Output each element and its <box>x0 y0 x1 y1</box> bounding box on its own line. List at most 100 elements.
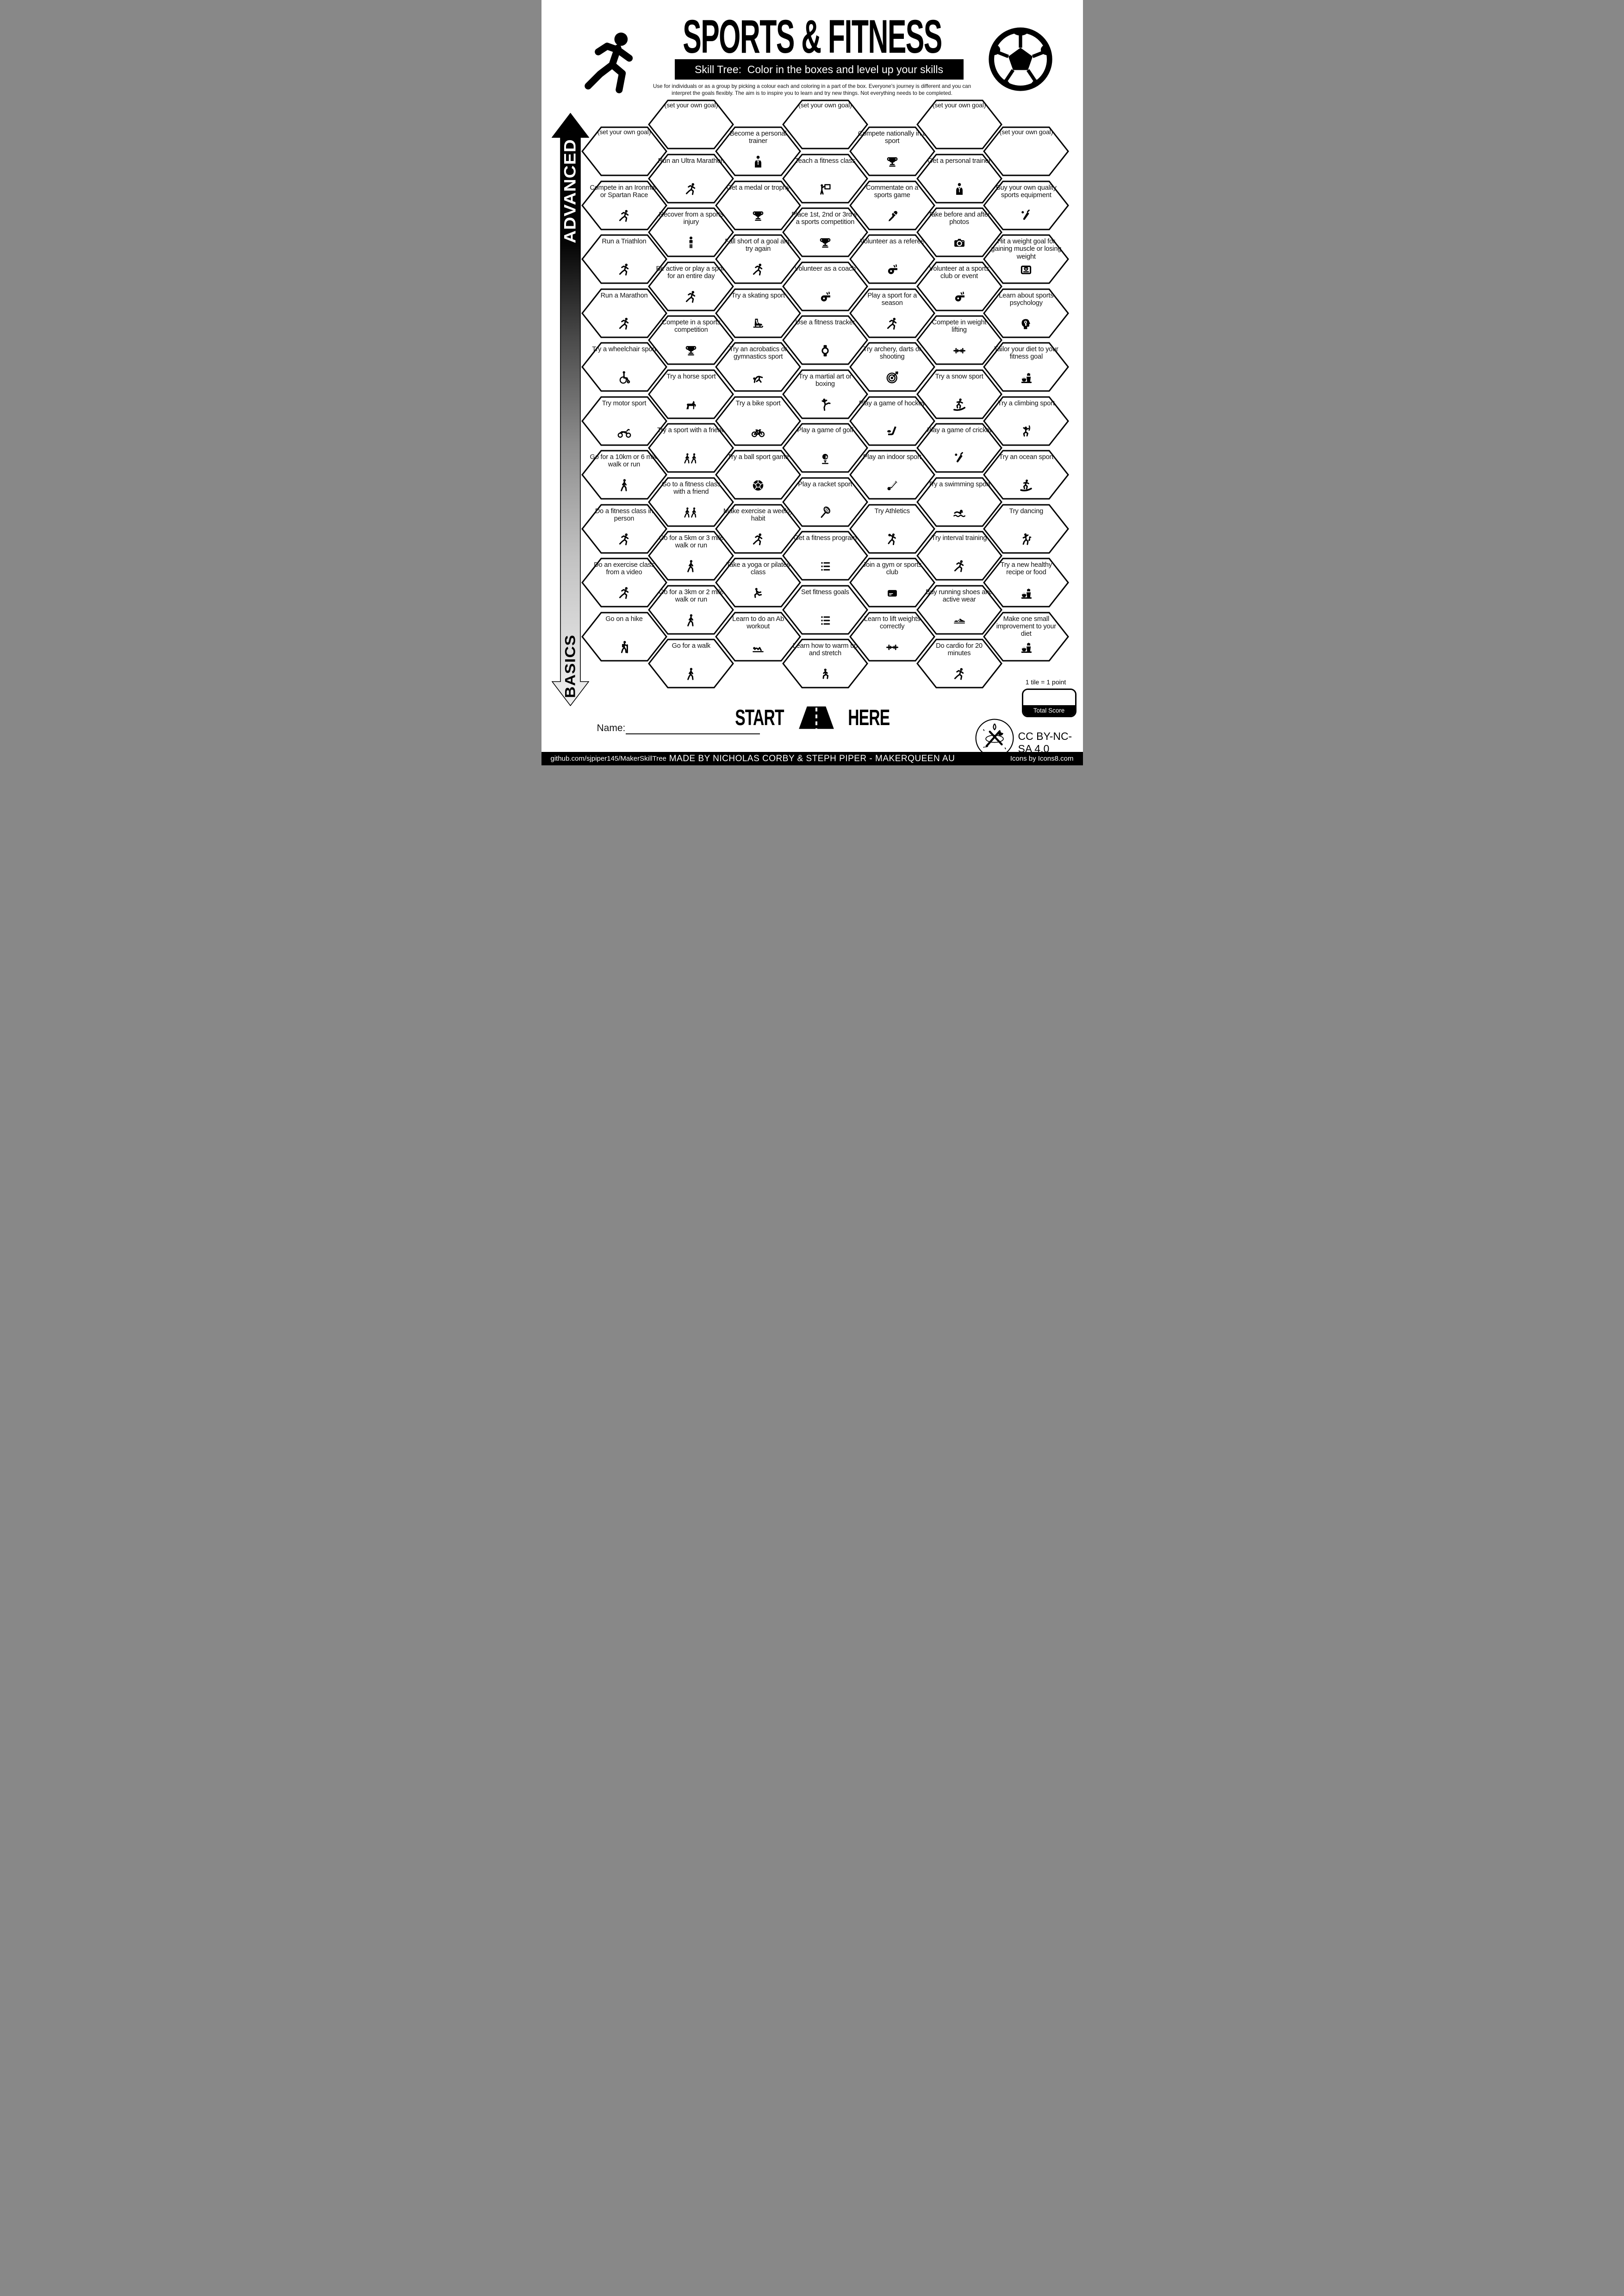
hex-tile[interactable]: Recover from a sports injury <box>648 207 734 257</box>
hexagon-outline <box>782 154 868 203</box>
hex-tile[interactable]: Make exercise a weekly habit <box>715 504 802 554</box>
hex-tile[interactable]: Play an indoor sport <box>849 450 935 500</box>
hex-tile[interactable]: Buy running shoes and active wear <box>916 585 1002 635</box>
hex-tile[interactable]: Try a sport with a friend <box>648 423 734 473</box>
hex-tile[interactable]: Do an exercise class from a video <box>581 558 667 608</box>
hexagon-outline <box>782 261 868 311</box>
hex-tile[interactable]: Try a skating sport <box>715 288 802 338</box>
hex-tile[interactable]: Join a gym or sports club <box>849 558 935 608</box>
hex-tile[interactable]: Try a new healthy recipe or food <box>983 558 1070 608</box>
hexagon-outline <box>715 450 802 500</box>
hex-tile[interactable]: Play a sport for a season <box>849 288 935 338</box>
hex-tile[interactable]: Volunteer at a sports club or event <box>916 261 1002 311</box>
two-walkers-icon <box>684 451 698 466</box>
hex-tile[interactable]: Try a wheelchair sport <box>581 342 667 392</box>
hex-tile-label: Commentate on a sports game <box>866 184 919 199</box>
total-score-input[interactable] <box>1023 690 1075 705</box>
hex-tile[interactable]: Learn to lift weights correctly <box>849 612 935 662</box>
hex-tile[interactable]: (set your own goal) <box>983 126 1070 176</box>
hex-tile[interactable]: Run a Marathon <box>581 288 667 338</box>
hex-tile-label: Try a horse sport <box>666 372 716 380</box>
membership-card-icon <box>885 586 900 601</box>
hex-tile[interactable]: Teach a fitness class <box>782 154 868 204</box>
hexagon-outline <box>983 288 1070 338</box>
hex-tile[interactable]: Compete in a sports competition <box>648 315 734 365</box>
hex-tile[interactable]: Try archery, darts or shooting <box>849 342 935 392</box>
hex-tile[interactable]: Go for a 3km or 2 mile walk or run <box>648 585 734 635</box>
hex-tile[interactable]: Try a martial art or boxing <box>782 369 868 419</box>
hex-tile-label: Volunteer as a coach <box>794 265 856 273</box>
name-label: Name: <box>597 723 626 733</box>
hex-tile[interactable]: Try an ocean sport <box>983 450 1070 500</box>
hex-tile[interactable]: Get a medal or trophy <box>715 180 802 230</box>
hex-tile[interactable]: Try dancing <box>983 504 1070 554</box>
hex-tile[interactable]: Try a climbing sport <box>983 396 1070 446</box>
name-input-line[interactable] <box>625 733 760 734</box>
hex-tile[interactable]: Try a snow sport <box>916 369 1002 419</box>
hex-tile[interactable]: Play a racket sport <box>782 477 868 527</box>
hex-tile[interactable]: Get a fitness program <box>782 531 868 581</box>
hex-tile[interactable]: Run a Triathlon <box>581 234 667 284</box>
footer-github-link[interactable]: github.com/sjpiper145/MakerSkillTree <box>550 755 666 763</box>
hex-tile-label: (set your own goal) <box>664 101 718 109</box>
hex-tile[interactable]: Go to a fitness class with a friend <box>648 477 734 527</box>
hex-tile[interactable]: Commentate on a sports game <box>849 180 935 230</box>
hex-tile[interactable]: Learn how to warm up and stretch <box>782 639 868 689</box>
license-text: CC BY-NC-SA 4.0 <box>1018 730 1072 755</box>
hex-tile[interactable]: Compete nationally in a sport <box>849 126 935 176</box>
hex-tile[interactable]: Become a personal trainer <box>715 126 802 176</box>
hex-tile[interactable]: Take a yoga or pilates class <box>715 558 802 608</box>
hex-tile-label: Learn to do an Ab workout <box>732 615 784 630</box>
hex-tile[interactable]: Go for a 5km or 3 mile walk or run <box>648 531 734 581</box>
hex-tile[interactable]: Use a fitness tracker <box>782 315 868 365</box>
hex-tile[interactable]: Try an acrobatics or gymnastics sport <box>715 342 802 392</box>
hockey-icon <box>885 424 900 439</box>
hex-tile[interactable]: Try motor sport <box>581 396 667 446</box>
hex-tile[interactable]: Play a game of cricket <box>916 423 1002 473</box>
hex-tile[interactable]: Try Athletics <box>849 504 935 554</box>
hex-tile[interactable]: Try a swimming sport <box>916 477 1002 527</box>
hex-tile[interactable]: Try a ball sport game <box>715 450 802 500</box>
hex-tile[interactable]: Do cardio for 20 minutes <box>916 639 1002 689</box>
hex-tile[interactable]: Compete in an Ironman or Spartan Race <box>581 180 667 230</box>
hex-tile[interactable]: Buy your own quality sports equipment <box>983 180 1070 230</box>
hex-tile[interactable]: Learn to do an Ab workout <box>715 612 802 662</box>
hex-tile[interactable]: Go on a hike <box>581 612 667 662</box>
hex-tile[interactable]: Volunteer as a referee <box>849 234 935 284</box>
hex-tile[interactable]: Compete in weight lifting <box>916 315 1002 365</box>
hex-tile[interactable]: Go for a 10km or 6 mile walk or run <box>581 450 667 500</box>
hex-tile-label: Be active or play a sport for an entire … <box>656 265 727 280</box>
hex-tile[interactable]: Set fitness goals <box>782 585 868 635</box>
hex-tile[interactable]: Play a game of golf <box>782 423 868 473</box>
hex-tile[interactable]: (set your own goal) <box>916 99 1002 149</box>
hex-tile[interactable]: Try interval training <box>916 531 1002 581</box>
hex-tile[interactable]: Volunteer as a coach <box>782 261 868 311</box>
hexagon-outline <box>581 234 667 284</box>
hex-tile[interactable]: Try a horse sport <box>648 369 734 419</box>
hex-tile[interactable]: Take before and after photos <box>916 207 1002 257</box>
hexagon-outline <box>916 477 1002 527</box>
hex-tile-label: Try a martial art or boxing <box>798 372 852 388</box>
footer-icons-credit: Icons by Icons8.com <box>1010 755 1074 763</box>
hex-tile-label: Try dancing <box>1009 507 1044 515</box>
hex-tile[interactable]: Try a bike sport <box>715 396 802 446</box>
hex-tile[interactable]: Tailor your diet to your fitness goal <box>983 342 1070 392</box>
hex-tile[interactable]: (set your own goal) <box>648 99 734 149</box>
hex-tile[interactable]: Hit a weight goal for gaining muscle or … <box>983 234 1070 284</box>
hex-tile[interactable]: (set your own goal) <box>581 126 667 176</box>
hex-tile[interactable]: Be active or play a sport for an entire … <box>648 261 734 311</box>
hex-tile[interactable]: Play a game of hockey <box>849 396 935 446</box>
hex-tile[interactable]: Place 1st, 2nd or 3rd in a sports compet… <box>782 207 868 257</box>
hex-tile[interactable]: Run an Ultra Marathon <box>648 154 734 204</box>
hex-tile-label: Learn about sports psychology <box>999 292 1054 307</box>
whistle-icon <box>818 290 833 304</box>
hex-tile[interactable]: Fall short of a goal and try again <box>715 234 802 284</box>
hexagon-outline <box>782 585 868 634</box>
hex-tile[interactable]: Make one small improvement to your diet <box>983 612 1070 662</box>
hex-tile[interactable]: Learn about sports psychology <box>983 288 1070 338</box>
hex-tile[interactable]: Go for a walk <box>648 639 734 689</box>
soccer-ball-icon <box>988 27 1052 91</box>
hex-tile[interactable]: Get a personal trainer <box>916 154 1002 204</box>
hex-tile[interactable]: (set your own goal) <box>782 99 868 149</box>
hex-tile[interactable]: Do a fitness class in person <box>581 504 667 554</box>
